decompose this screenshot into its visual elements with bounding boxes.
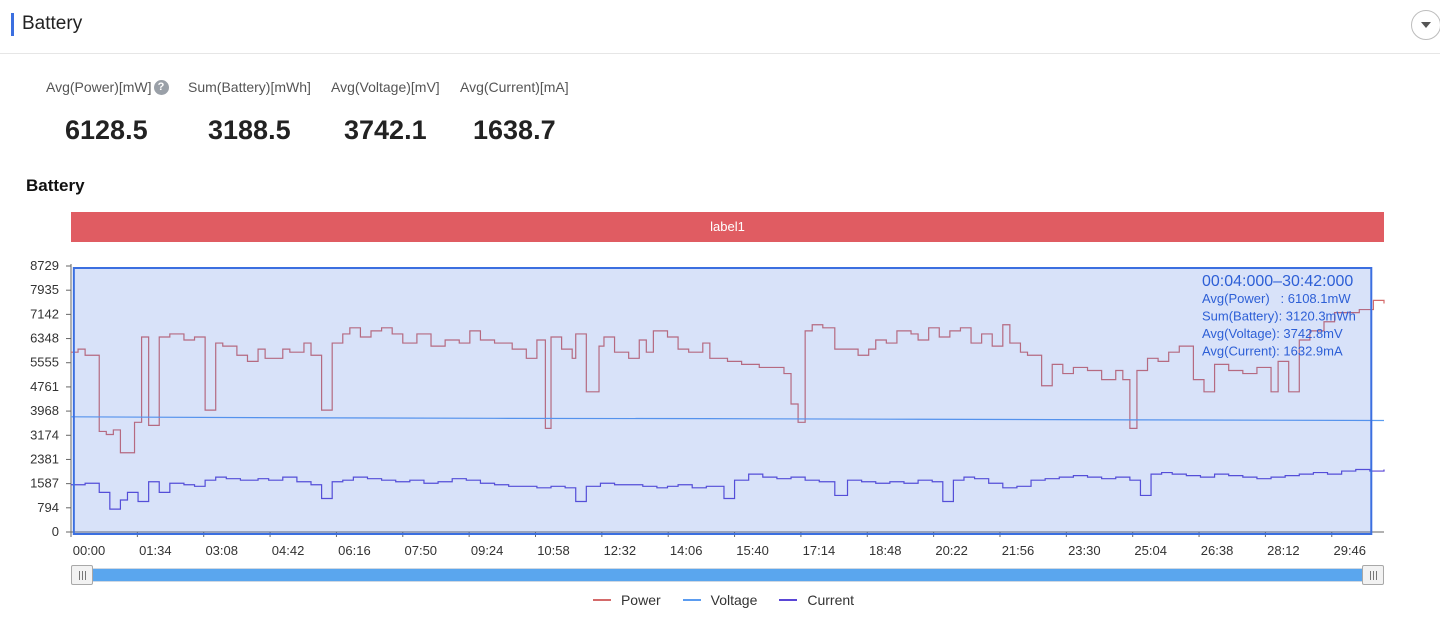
slider-track[interactable] xyxy=(71,568,1384,582)
slider-handle-right[interactable] xyxy=(1362,565,1384,585)
legend-swatch xyxy=(682,599,701,601)
legend-label: Voltage xyxy=(710,592,758,608)
metric-value: 3188.5 xyxy=(208,115,291,145)
metric-label: Avg(Voltage)[mV] xyxy=(331,79,440,95)
legend-swatch xyxy=(592,599,611,601)
slider-handle-left[interactable] xyxy=(71,565,93,585)
x-tick-label: 20:22 xyxy=(935,543,968,558)
y-tick-label: 5555 xyxy=(30,355,59,370)
y-tick-label: 3968 xyxy=(30,403,59,418)
metric-label: Avg(Power)[mW] xyxy=(46,79,152,95)
y-tick-label: 2381 xyxy=(30,451,59,466)
x-tick-label: 26:38 xyxy=(1201,543,1234,558)
chart-legend: Power Voltage Current xyxy=(0,592,1440,608)
selection-stat-line: Sum(Battery): 3120.3mWh xyxy=(1202,309,1356,324)
x-tick-label: 15:40 xyxy=(736,543,769,558)
x-tick-label: 21:56 xyxy=(1002,543,1035,558)
legend-swatch xyxy=(779,599,798,601)
selection-stat-line: Avg(Current): 1632.9mA xyxy=(1202,344,1343,359)
metric-avg-power: Avg(Power)[mW]? 6128.5 xyxy=(46,79,169,146)
series-line-voltage xyxy=(70,416,1385,422)
x-tick-label: 09:24 xyxy=(471,543,504,558)
metric-avg-current: Avg(Current)[mA] 1638.7 xyxy=(460,79,569,146)
x-tick-label: 06:16 xyxy=(338,543,371,558)
collapse-button[interactable] xyxy=(1411,10,1440,40)
series-line-power xyxy=(71,299,1385,454)
x-tick-label: 14:06 xyxy=(670,543,703,558)
y-tick-label: 3174 xyxy=(30,427,59,442)
legend-label: Power xyxy=(620,592,661,608)
x-tick-label: 04:42 xyxy=(272,543,305,558)
help-icon[interactable]: ? xyxy=(153,79,169,95)
x-tick-label: 07:50 xyxy=(405,543,438,558)
selection-box xyxy=(72,267,1373,535)
x-tick-label: 28:12 xyxy=(1267,543,1300,558)
legend-item-current[interactable]: Current xyxy=(779,592,854,608)
x-tick-label: 01:34 xyxy=(139,543,172,558)
selection-range-label: 00:04:000–30:42:000 xyxy=(1202,273,1353,290)
zoom-slider[interactable] xyxy=(71,565,1384,585)
y-tick-label: 4761 xyxy=(30,379,59,394)
series-line-current xyxy=(71,468,1385,510)
x-tick-label: 00:00 xyxy=(73,543,106,558)
metric-value: 6128.5 xyxy=(65,115,148,145)
metric-label: Sum(Battery)[mWh] xyxy=(188,79,311,95)
y-tick-label: 0 xyxy=(52,524,59,539)
y-tick-label: 7142 xyxy=(30,306,59,321)
y-tick-label: 794 xyxy=(37,500,59,515)
x-tick-label: 03:08 xyxy=(205,543,238,558)
x-tick-label: 18:48 xyxy=(869,543,902,558)
x-tick-label: 17:14 xyxy=(803,543,836,558)
selection-stat-line: Avg(Voltage): 3742.8mV xyxy=(1202,326,1343,341)
y-tick-label: 7935 xyxy=(30,282,59,297)
metric-label: Avg(Current)[mA] xyxy=(460,79,569,95)
chart-section-title: Battery xyxy=(26,176,85,195)
y-tick-label: 6348 xyxy=(30,331,59,346)
x-tick-label: 23:30 xyxy=(1068,543,1101,558)
chevron-down-icon xyxy=(1421,22,1431,28)
panel-title: Battery xyxy=(22,13,83,34)
panel-header: Battery xyxy=(0,0,1440,54)
legend-item-voltage[interactable]: Voltage xyxy=(682,592,758,608)
y-tick-label: 1587 xyxy=(30,476,59,491)
x-tick-label: 10:58 xyxy=(537,543,570,558)
x-tick-label: 12:32 xyxy=(604,543,637,558)
metric-avg-voltage: Avg(Voltage)[mV] 3742.1 xyxy=(331,79,440,146)
x-tick-label: 25:04 xyxy=(1134,543,1167,558)
metric-value: 3742.1 xyxy=(344,115,427,145)
battery-chart[interactable]: 0 794 1587 2381 3174 3968 4761 5555 6348 7142 7935… xyxy=(0,250,1440,562)
panel-accent-bar xyxy=(11,13,14,36)
metric-sum-battery: Sum(Battery)[mWh] 3188.5 xyxy=(188,79,311,146)
metric-value: 1638.7 xyxy=(473,115,556,145)
x-tick-label: 29:46 xyxy=(1333,543,1366,558)
legend-item-power[interactable]: Power xyxy=(592,592,661,608)
label-track-bar[interactable]: label1 xyxy=(71,212,1384,242)
selection-stat-line: Avg(Power) : 6108.1mW xyxy=(1202,291,1351,306)
legend-label: Current xyxy=(807,592,855,608)
y-tick-label: 8729 xyxy=(30,258,59,273)
